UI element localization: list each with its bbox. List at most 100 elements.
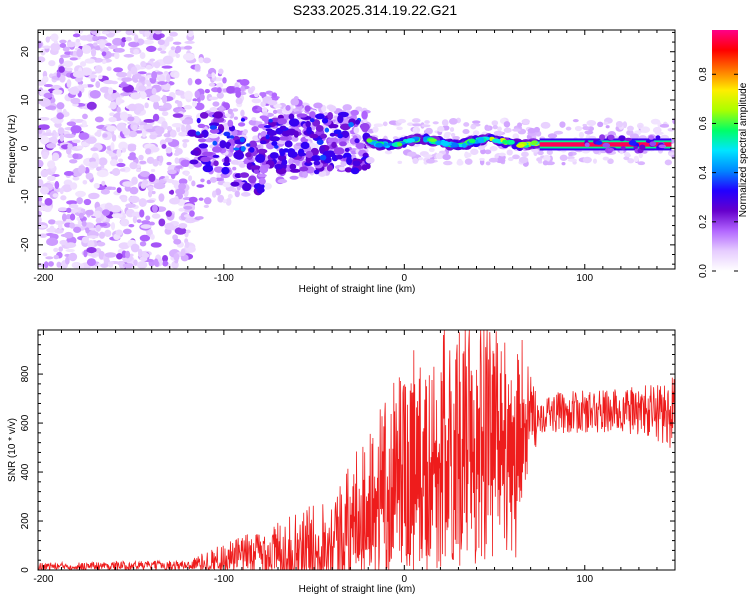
noise-blob bbox=[85, 172, 94, 180]
scatter-blob bbox=[240, 192, 251, 197]
scatter-blob bbox=[191, 100, 197, 108]
noise-blob bbox=[116, 106, 121, 114]
halo-blob bbox=[629, 133, 640, 141]
noise-blob bbox=[136, 219, 142, 224]
halo-blob bbox=[470, 124, 477, 130]
scatter-blob bbox=[247, 87, 254, 95]
noise-blob bbox=[170, 46, 176, 51]
cluster-blob bbox=[361, 164, 368, 171]
noise-blob bbox=[168, 49, 177, 58]
noise-blob bbox=[173, 152, 180, 156]
noise-blob bbox=[164, 137, 173, 143]
noise-blob bbox=[139, 160, 147, 165]
noise-blob bbox=[92, 35, 99, 42]
noise-blob bbox=[125, 36, 132, 42]
noise-blob bbox=[137, 248, 143, 258]
noise-blob bbox=[152, 204, 158, 213]
scatter-blob bbox=[350, 109, 359, 116]
noise-blob bbox=[153, 258, 159, 267]
noise-blob bbox=[169, 197, 180, 205]
noise-blob bbox=[154, 30, 162, 35]
noise-blob bbox=[159, 155, 164, 163]
noise-blob bbox=[118, 262, 126, 269]
halo-blob bbox=[640, 126, 651, 134]
y-tick-label: 800 bbox=[20, 365, 31, 382]
noise-blob bbox=[161, 111, 169, 117]
cluster-blob bbox=[313, 160, 321, 166]
noise-blob bbox=[98, 74, 103, 80]
noise-blob bbox=[61, 184, 73, 193]
noise-blob bbox=[157, 39, 165, 46]
stable-spot bbox=[620, 146, 626, 150]
scatter-blob bbox=[235, 97, 243, 105]
noise-blob bbox=[38, 205, 46, 211]
noise-blob bbox=[130, 66, 138, 75]
noise-blob bbox=[90, 30, 99, 36]
noise-blob bbox=[58, 246, 64, 252]
noise-blob bbox=[160, 50, 167, 54]
noise-blob bbox=[178, 183, 186, 191]
cluster-blob bbox=[264, 164, 271, 169]
noise-blob bbox=[139, 234, 151, 242]
halo-blob bbox=[417, 157, 424, 161]
halo-blob bbox=[584, 130, 594, 135]
bright-blob bbox=[265, 134, 270, 140]
cluster-blob bbox=[202, 164, 214, 173]
halo-blob bbox=[503, 121, 511, 128]
noise-blob bbox=[38, 124, 50, 130]
bright-blob bbox=[223, 131, 231, 137]
cluster-blob bbox=[191, 150, 199, 155]
noise-blob bbox=[86, 258, 97, 267]
noise-blob bbox=[115, 97, 122, 106]
scatter-blob bbox=[237, 122, 246, 127]
halo-blob bbox=[470, 148, 479, 155]
noise-blob bbox=[94, 210, 102, 219]
noise-blob bbox=[52, 89, 63, 95]
ridge-core bbox=[468, 138, 476, 144]
noise-blob bbox=[108, 261, 114, 265]
scatter-blob bbox=[198, 197, 204, 201]
scatter-blob bbox=[196, 216, 204, 220]
halo-blob bbox=[472, 120, 481, 124]
bright-blob bbox=[354, 138, 360, 144]
noise-blob bbox=[185, 229, 191, 234]
cluster-blob bbox=[208, 122, 220, 127]
noise-blob bbox=[145, 199, 155, 203]
scatter-blob bbox=[262, 182, 272, 190]
scatter-blob bbox=[285, 105, 291, 111]
bright-blob bbox=[212, 154, 220, 158]
noise-blob bbox=[127, 103, 137, 112]
noise-blob bbox=[95, 224, 101, 232]
scatter-blob bbox=[239, 163, 246, 168]
cluster-blob bbox=[296, 113, 308, 118]
bright-blob bbox=[209, 125, 218, 130]
noise-blob bbox=[174, 227, 187, 235]
ridge-core bbox=[375, 142, 384, 148]
noise-blob bbox=[134, 73, 142, 80]
halo-blob bbox=[540, 121, 551, 129]
noise-blob bbox=[58, 223, 63, 230]
noise-blob bbox=[143, 118, 155, 123]
cluster-blob bbox=[255, 153, 266, 163]
noise-blob bbox=[78, 212, 84, 219]
cluster-blob bbox=[242, 182, 252, 192]
scatter-blob bbox=[200, 178, 205, 183]
bright-blob bbox=[259, 140, 267, 145]
noise-blob bbox=[108, 87, 114, 95]
bright-blob bbox=[337, 133, 344, 139]
noise-blob bbox=[59, 187, 64, 195]
scatter-blob bbox=[196, 184, 205, 188]
halo-blob bbox=[506, 149, 513, 156]
cluster-blob bbox=[213, 160, 219, 167]
cluster-blob bbox=[253, 168, 260, 175]
scatter-blob bbox=[304, 105, 311, 112]
noise-blob bbox=[39, 233, 48, 238]
bright-blob bbox=[212, 140, 218, 146]
noise-blob bbox=[102, 133, 108, 138]
stable-spot bbox=[649, 141, 657, 147]
noise-blob bbox=[161, 65, 173, 69]
colorbar-label: Normalized spectral amplitude bbox=[738, 82, 749, 217]
scatter-blob bbox=[199, 93, 205, 101]
snr-frame bbox=[37, 329, 676, 571]
bright-blob bbox=[240, 145, 246, 152]
